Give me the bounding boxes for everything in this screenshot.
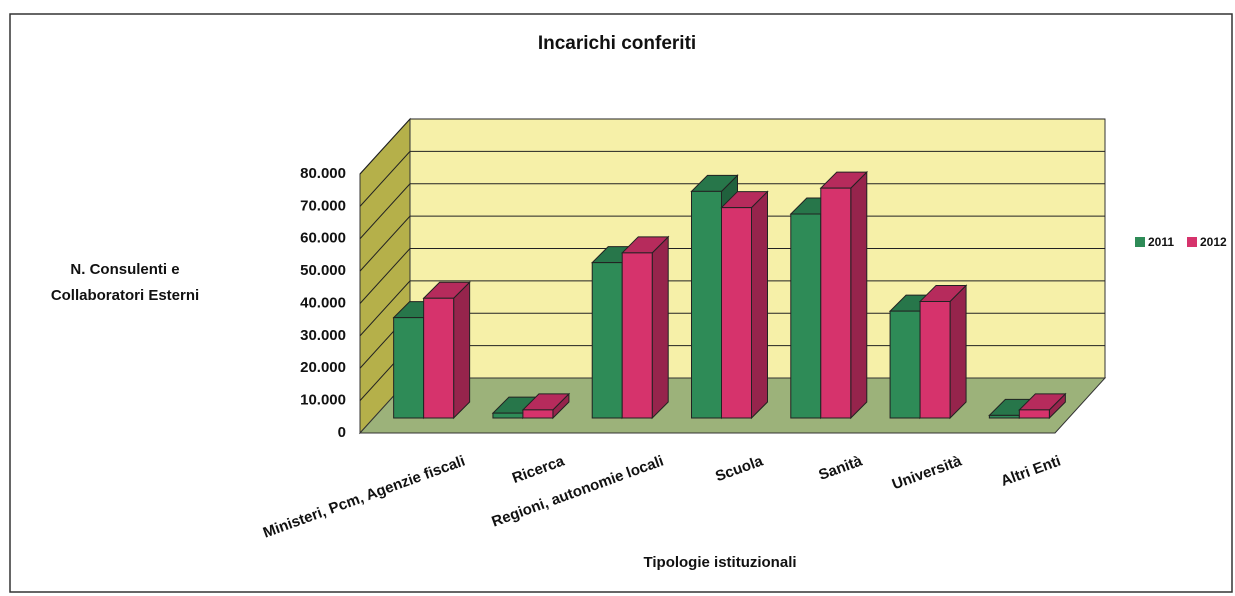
bar-face [522, 409, 554, 419]
y-tick-label: 70.000 [300, 197, 346, 214]
grid-line [359, 215, 1105, 272]
x-axis-label: Tipologie istituzionali [643, 554, 796, 571]
grid-line [359, 150, 1105, 207]
bar-face [393, 317, 425, 419]
grid-line [359, 118, 1105, 175]
bar-face [751, 190, 768, 420]
grid-line [359, 248, 1105, 304]
bar-face [492, 412, 524, 419]
bar-face [423, 297, 455, 419]
legend-label: 2011 [1148, 235, 1174, 249]
bar-face [949, 284, 967, 420]
bar [621, 235, 670, 420]
y-tick-label: 30.000 [300, 327, 346, 344]
y-tick-label: 60.000 [300, 230, 346, 247]
bar-face [850, 170, 868, 420]
bar-face [1018, 409, 1050, 419]
bar [918, 284, 968, 420]
legend-swatch [1135, 237, 1145, 247]
y-tick-label: 40.000 [300, 294, 346, 311]
legend-swatch [1187, 237, 1197, 247]
bar [819, 170, 868, 420]
y-tick-label: 0 [338, 424, 346, 441]
bar-face [691, 190, 722, 419]
bar [521, 392, 571, 420]
bar-face [820, 187, 852, 419]
bar-face [591, 262, 623, 419]
bar-face [721, 207, 752, 419]
bar [422, 281, 471, 420]
grid-line [359, 183, 1105, 240]
bar-face [790, 213, 822, 419]
bar-face [453, 281, 471, 420]
legend-label: 2012 [1200, 235, 1227, 249]
y-tick-label: 10.000 [300, 392, 346, 409]
bar [720, 190, 769, 420]
grid-line [359, 280, 1105, 337]
bar-face [889, 310, 921, 419]
bar-face [988, 414, 1020, 419]
bar-face [919, 300, 951, 419]
bar-face [621, 252, 653, 419]
bar [1018, 392, 1067, 420]
chart-title: Incarichi conferiti [538, 33, 696, 54]
bar-face [651, 235, 669, 420]
y-axis-label: Collaboratori Esterni [51, 287, 199, 304]
y-axis-label: N. Consulenti e [70, 261, 179, 278]
y-tick-label: 20.000 [300, 359, 346, 376]
y-tick-label: 80.000 [300, 165, 346, 182]
y-tick-label: 50.000 [300, 262, 346, 279]
